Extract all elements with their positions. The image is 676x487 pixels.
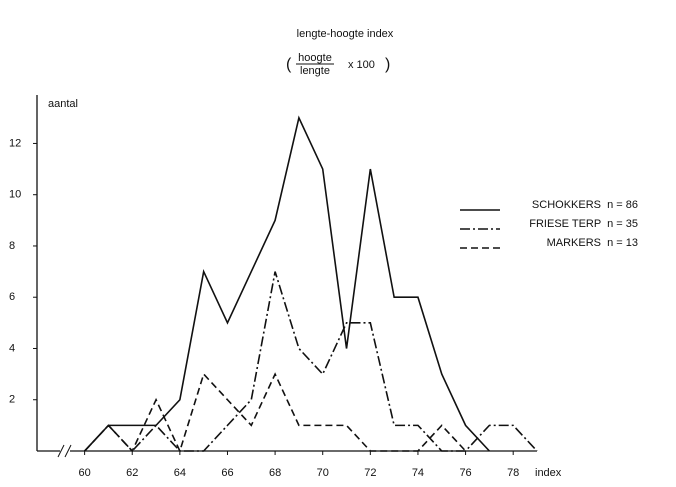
paren-close: ) — [385, 56, 390, 73]
legend-label: FRIESE TERP n = 35 — [529, 218, 638, 230]
y-axis-label: aantal — [48, 98, 78, 110]
x-tick-label: 78 — [507, 467, 519, 479]
x-tick-label: 76 — [459, 467, 471, 479]
series-line — [84, 372, 467, 454]
y-tick-label: 10 — [9, 189, 21, 201]
y-tick-label: 4 — [9, 342, 15, 354]
paren-open: ( — [286, 56, 292, 73]
x-axis-label: index — [535, 467, 562, 479]
formula-numerator: hoogte — [298, 52, 332, 64]
legend-label: SCHOKKERS n = 86 — [532, 199, 638, 211]
legend-label: MARKERS n = 13 — [547, 237, 638, 249]
chart-title: lengte-hoogte index — [297, 28, 394, 40]
y-tick-label: 6 — [9, 291, 15, 303]
x-tick-label: 72 — [364, 467, 376, 479]
y-tick-label: 2 — [9, 394, 15, 406]
x-tick-label: 60 — [78, 467, 90, 479]
x-tick-label: 64 — [174, 467, 186, 479]
x-tick-label: 62 — [126, 467, 138, 479]
x-tick-label: 66 — [221, 467, 233, 479]
y-tick-label: 12 — [9, 137, 21, 149]
formula-factor: x 100 — [348, 59, 375, 71]
series-line — [84, 115, 490, 452]
y-tick-label: 8 — [9, 240, 15, 252]
series-line — [84, 271, 538, 453]
axis-break — [64, 444, 72, 458]
axis-break — [57, 444, 65, 458]
x-tick-label: 70 — [317, 467, 329, 479]
formula-denominator: lengte — [300, 65, 330, 77]
axis-break-gap — [60, 447, 70, 455]
x-tick-label: 68 — [269, 467, 281, 479]
x-tick-label: 74 — [412, 467, 424, 479]
